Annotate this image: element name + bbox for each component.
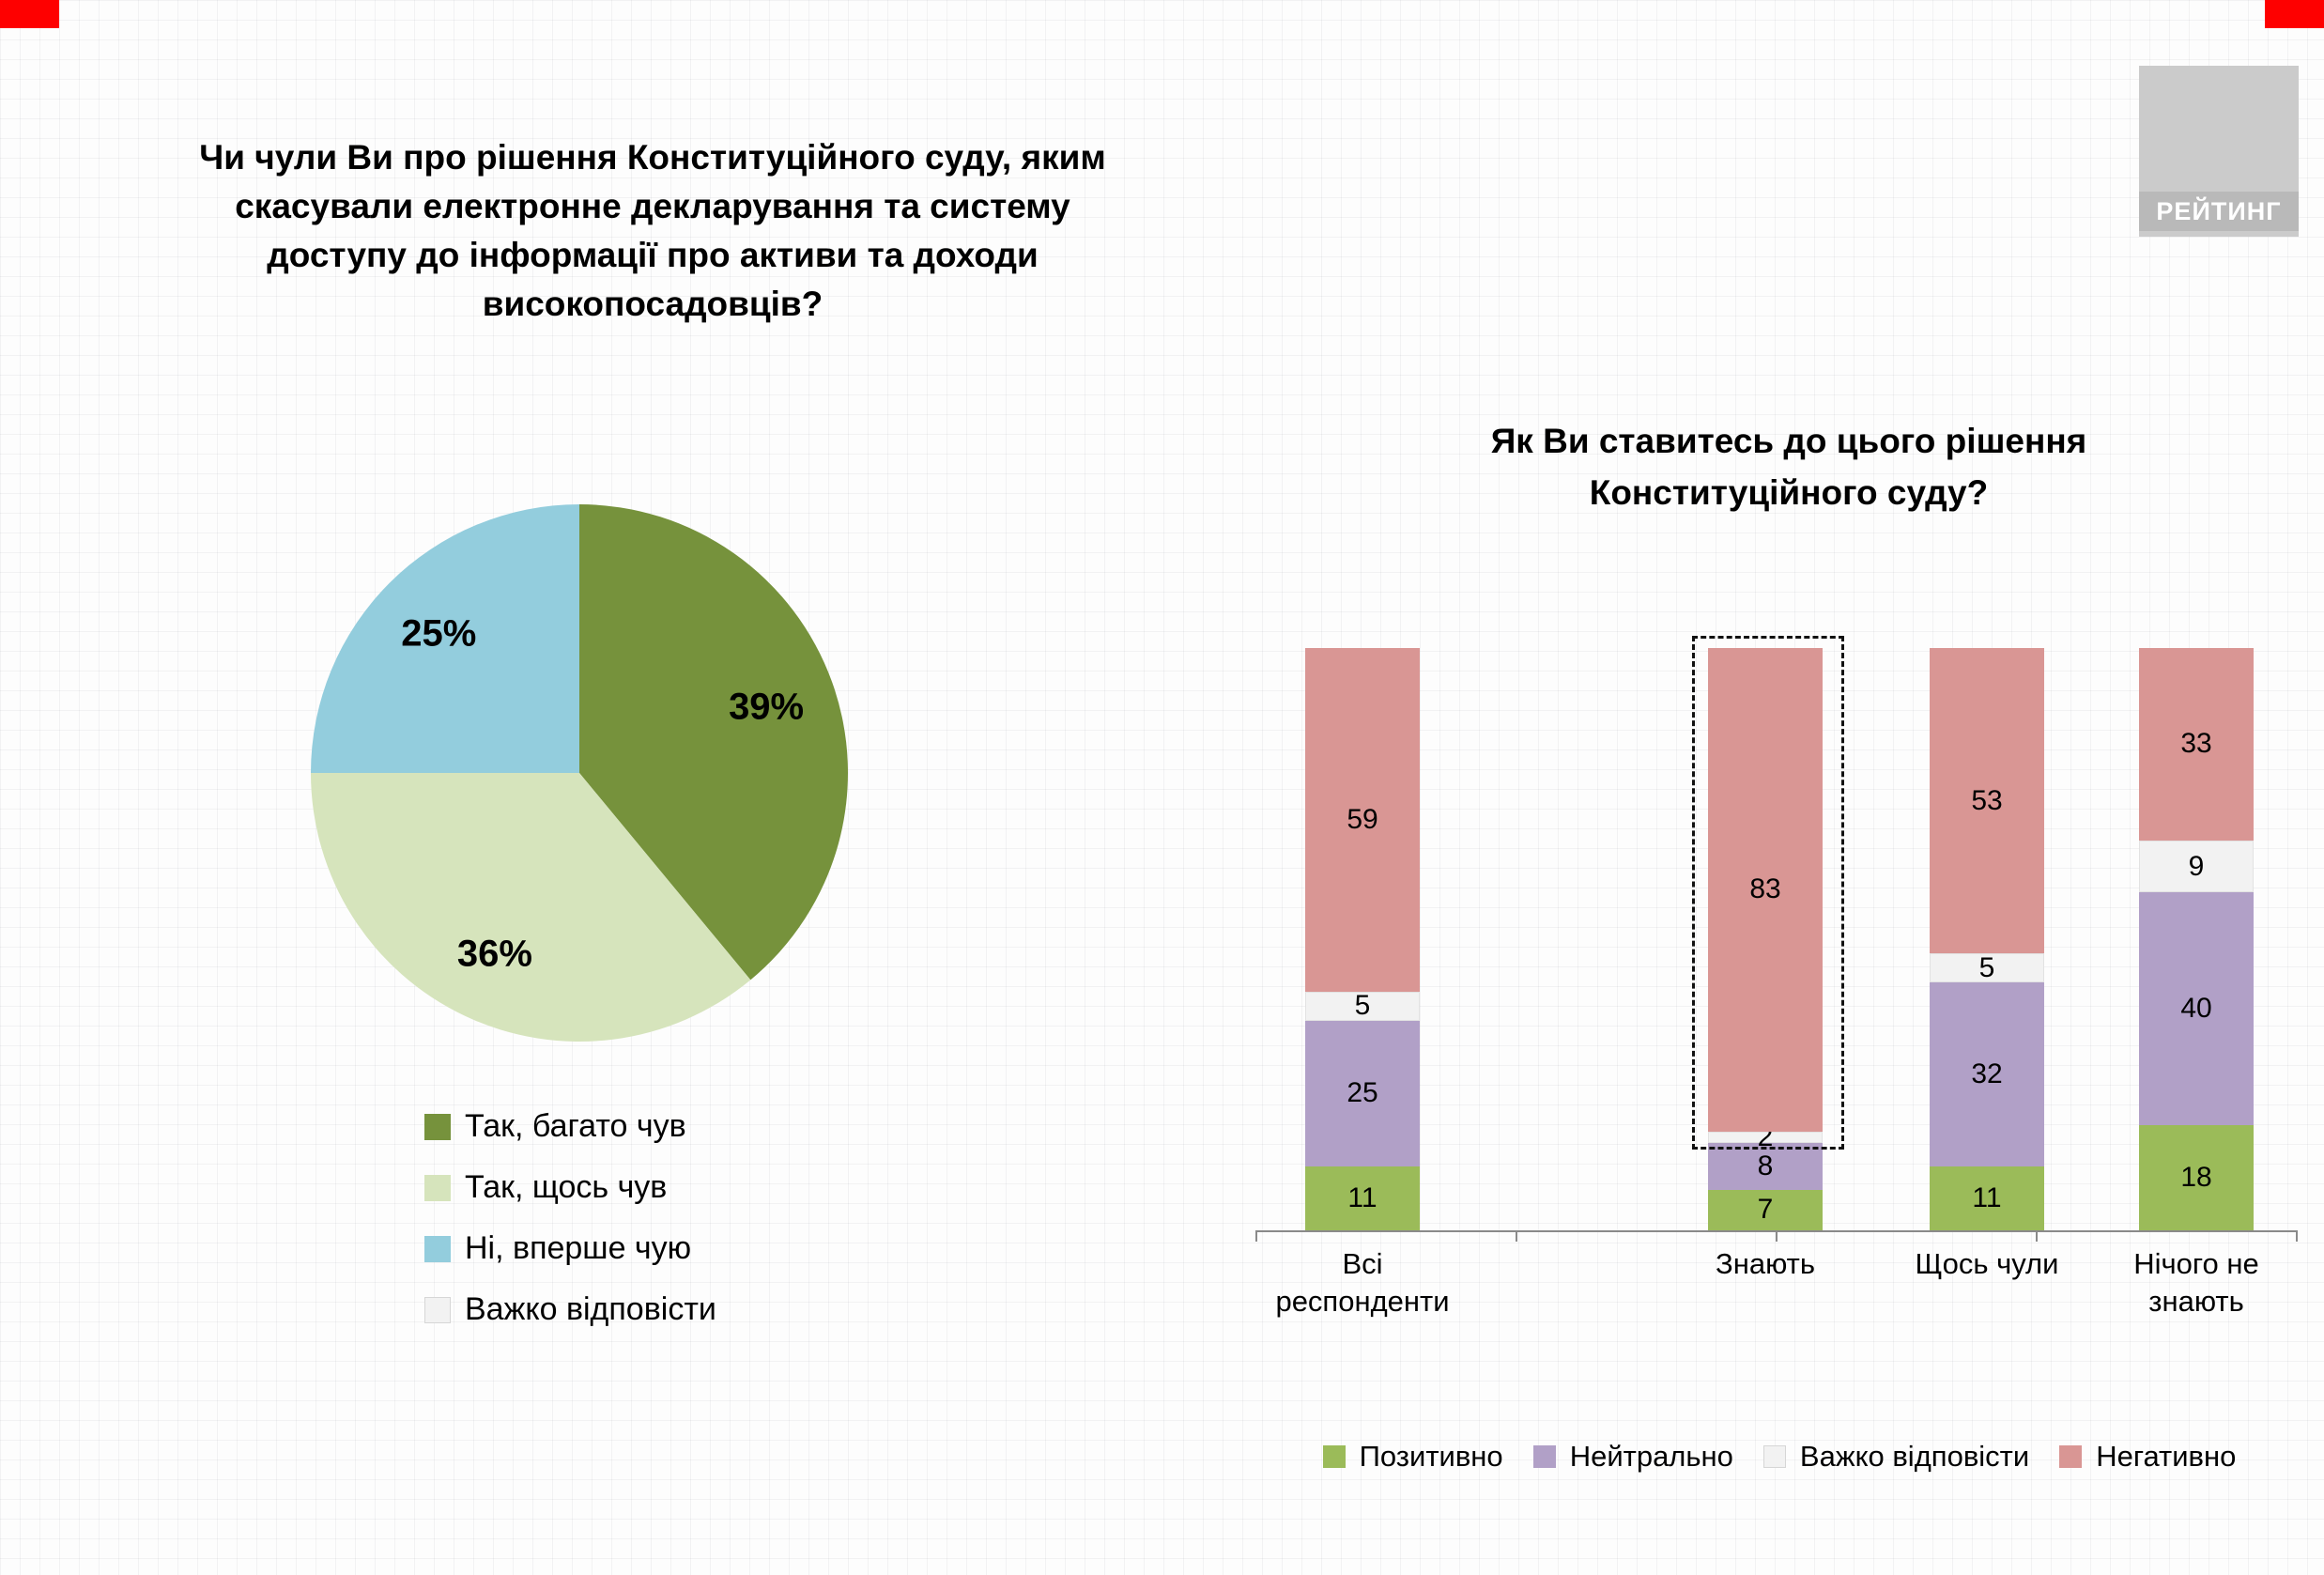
pie-slice-0 bbox=[579, 504, 849, 981]
bar-title-line-1: Як Ви ставитесь до цього рішення bbox=[1490, 422, 2087, 460]
x-axis-label-2: Щось чули bbox=[1915, 1247, 2059, 1280]
bar-segment-2-0 bbox=[1930, 1166, 2044, 1230]
legend-swatch bbox=[1322, 1445, 1346, 1468]
bar-segment-0-2 bbox=[1305, 991, 1420, 1021]
highlight-box bbox=[1692, 636, 1844, 1150]
bar-segment-1-1 bbox=[1708, 1143, 1823, 1190]
corner-mark-left bbox=[0, 0, 59, 28]
bar-segment-2-3 bbox=[1930, 648, 2044, 954]
legend-label: Позитивно bbox=[1359, 1440, 1503, 1473]
legend-swatch bbox=[424, 1113, 451, 1140]
bar-value-label: 25 bbox=[1347, 1077, 1378, 1109]
x-axis-label-1: Знають bbox=[1715, 1247, 1815, 1280]
pie-chart-title: Чи чули Ви про рішення Конституційного с… bbox=[56, 133, 1249, 329]
bar-value-label: 53 bbox=[1971, 784, 2003, 816]
legend-item-pie-3: Важко відповісти bbox=[424, 1291, 716, 1328]
bar-value-label: 18 bbox=[2180, 1162, 2212, 1194]
bar-segment-2-1 bbox=[1930, 982, 2044, 1167]
legend-swatch bbox=[424, 1296, 451, 1323]
legend-label: Важко відповісти bbox=[1799, 1440, 2030, 1473]
bar-value-label: 5 bbox=[1978, 951, 1995, 983]
legend-item-bar-3: Негативно bbox=[2059, 1440, 2236, 1474]
bar-segment-0-1 bbox=[1305, 1020, 1420, 1166]
legend-item-bar-2: Важко відповісти bbox=[1762, 1440, 2030, 1474]
pie-chart-svg: 39% 36% 25% bbox=[311, 504, 849, 1042]
legend-label: Нейтрально bbox=[1569, 1440, 1733, 1473]
bar-segment-1-2 bbox=[1708, 1131, 1823, 1143]
legend-swatch bbox=[2059, 1445, 2083, 1468]
legend-item-pie-2: Ні, вперше чую bbox=[424, 1230, 716, 1267]
axis-tick bbox=[1255, 1230, 1257, 1242]
bar-segment-0-3 bbox=[1305, 648, 1420, 992]
pie-title-line-2: скасували електронне декларування та сис… bbox=[235, 187, 1070, 225]
bar-chart-title: Як Ви ставитесь до цього рішення Констит… bbox=[1352, 415, 2225, 518]
legend-item-bar-1: Нейтрально bbox=[1532, 1440, 1733, 1474]
pie-title-line-1: Чи чули Ви про рішення Конституційного с… bbox=[199, 138, 1106, 177]
pie-slice-2 bbox=[311, 504, 579, 773]
bar-value-label: 7 bbox=[1757, 1194, 1774, 1226]
bar-segment-1-0 bbox=[1708, 1189, 1823, 1230]
bar-segment-1-3 bbox=[1708, 648, 1823, 1132]
legend-label: Негативно bbox=[2096, 1440, 2237, 1473]
legend-label: Ні, вперше чую bbox=[465, 1230, 692, 1266]
axis-tick bbox=[2036, 1230, 2038, 1242]
legend-swatch bbox=[1532, 1445, 1556, 1468]
pie-slice-1 bbox=[311, 773, 751, 1042]
pie-legend: Так, багато чув Так, щось чув Ні, вперше ч… bbox=[424, 1108, 716, 1328]
bar-value-label: 59 bbox=[1347, 803, 1378, 835]
legend-item-pie-1: Так, щось чув bbox=[424, 1169, 716, 1206]
bar-value-label: 5 bbox=[1354, 990, 1371, 1022]
bar-segment-3-0 bbox=[2139, 1125, 2254, 1230]
legend-item-bar-0: Позитивно bbox=[1322, 1440, 1503, 1474]
bar-value-label: 32 bbox=[1971, 1058, 2003, 1090]
bar-segment-3-3 bbox=[2139, 648, 2254, 841]
legend-label: Так, багато чув bbox=[465, 1108, 686, 1144]
bar-value-label: 9 bbox=[2188, 850, 2205, 882]
bar-title-line-2: Конституційного суду? bbox=[1589, 473, 1989, 512]
axis-tick bbox=[1516, 1230, 1517, 1242]
pie-title-line-4: високопосадовців? bbox=[482, 285, 823, 323]
legend-item-pie-0: Так, багато чув bbox=[424, 1108, 716, 1145]
bar-value-label: 11 bbox=[1972, 1182, 2002, 1214]
legend-label: Важко відповісти bbox=[465, 1291, 716, 1327]
pie-percentage-label: 36% bbox=[457, 934, 532, 975]
bar-value-label: 11 bbox=[1347, 1181, 1377, 1213]
rating-logo-label: РЕЙТИНГ bbox=[2139, 192, 2299, 231]
pie-title-line-3: доступу до інформації про активи та дохо… bbox=[267, 236, 1039, 274]
bar-segment-3-1 bbox=[2139, 892, 2254, 1126]
bar-value-label: 8 bbox=[1757, 1150, 1774, 1181]
x-axis-label-3: Нічого не знають bbox=[2133, 1247, 2259, 1318]
bar-value-label: 83 bbox=[1749, 873, 1781, 905]
x-axis-label-0: Всі респонденти bbox=[1275, 1247, 1450, 1318]
bar-value-label: 40 bbox=[2180, 993, 2212, 1025]
legend-swatch bbox=[424, 1174, 451, 1201]
rating-logo: РЕЙТИНГ bbox=[2139, 66, 2299, 237]
legend-swatch bbox=[424, 1235, 451, 1262]
bar-value-label: 33 bbox=[2180, 728, 2212, 760]
corner-mark-right bbox=[2265, 0, 2324, 28]
bar-segment-2-2 bbox=[1930, 953, 2044, 983]
bar-legend: Позитивно Нейтрально Важко відповісти Негат… bbox=[1249, 1440, 2310, 1474]
legend-swatch bbox=[1762, 1445, 1786, 1468]
bar-segment-3-2 bbox=[2139, 840, 2254, 893]
axis-tick bbox=[1776, 1230, 1778, 1242]
pie-percentage-label: 39% bbox=[729, 686, 804, 727]
axis-tick bbox=[2296, 1230, 2298, 1242]
legend-label: Так, щось чув bbox=[465, 1169, 668, 1205]
pie-percentage-label: 25% bbox=[401, 612, 476, 654]
bar-segment-0-0 bbox=[1305, 1166, 1420, 1230]
